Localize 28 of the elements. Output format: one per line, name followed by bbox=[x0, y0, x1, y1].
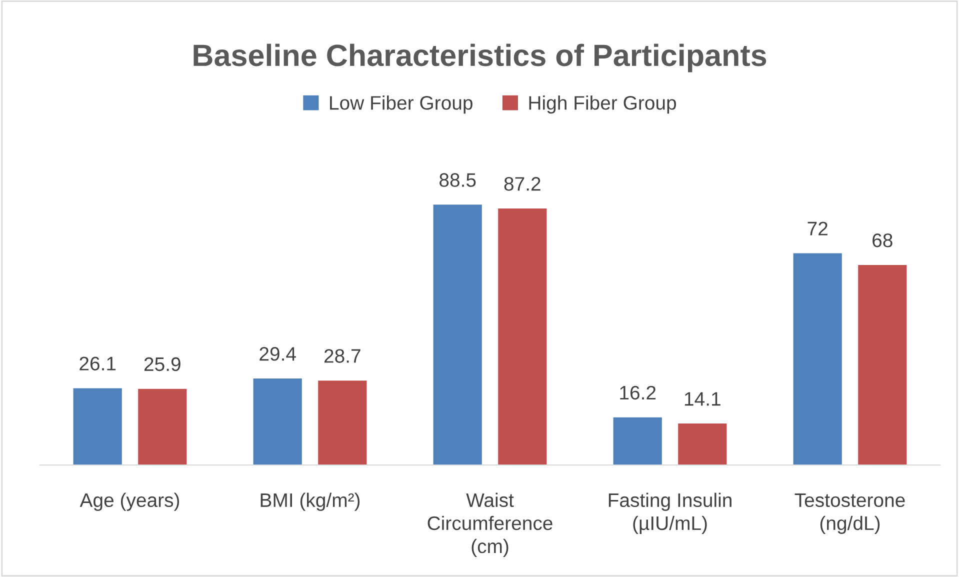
x-tick-label: Waist Circumference (cm) bbox=[428, 492, 552, 558]
data-label: 26.1 bbox=[80, 356, 116, 370]
legend-label: Low Fiber Group bbox=[330, 95, 472, 114]
legend-label: High Fiber Group bbox=[529, 95, 676, 114]
chart-title: Baseline Characteristics of Participants bbox=[194, 44, 766, 72]
data-label: 29.4 bbox=[260, 347, 296, 361]
x-tick-label: Testosterone (ng/dL) bbox=[794, 493, 905, 534]
bar bbox=[318, 380, 367, 465]
data-label: 25.9 bbox=[144, 357, 180, 372]
bar bbox=[858, 264, 907, 465]
data-label: 72 bbox=[808, 222, 828, 236]
bar bbox=[498, 208, 547, 465]
x-tick-label: BMI (kg/m²) bbox=[260, 492, 360, 511]
data-label: 14.1 bbox=[684, 392, 720, 406]
bar bbox=[253, 378, 302, 465]
data-label: 28.7 bbox=[324, 349, 360, 363]
x-tick-label: Age (years) bbox=[80, 492, 180, 511]
data-label: 88.5 bbox=[440, 173, 476, 187]
x-tick-label: Fasting Insulin (µIU/mL) bbox=[608, 492, 732, 534]
bar bbox=[138, 388, 187, 465]
bar bbox=[678, 424, 727, 465]
data-label: 87.2 bbox=[504, 176, 540, 191]
bar bbox=[793, 253, 842, 465]
bar bbox=[613, 417, 662, 465]
bar bbox=[73, 388, 122, 465]
data-label: 16.2 bbox=[620, 386, 656, 400]
data-label: 68 bbox=[872, 233, 892, 248]
bar bbox=[433, 204, 482, 465]
